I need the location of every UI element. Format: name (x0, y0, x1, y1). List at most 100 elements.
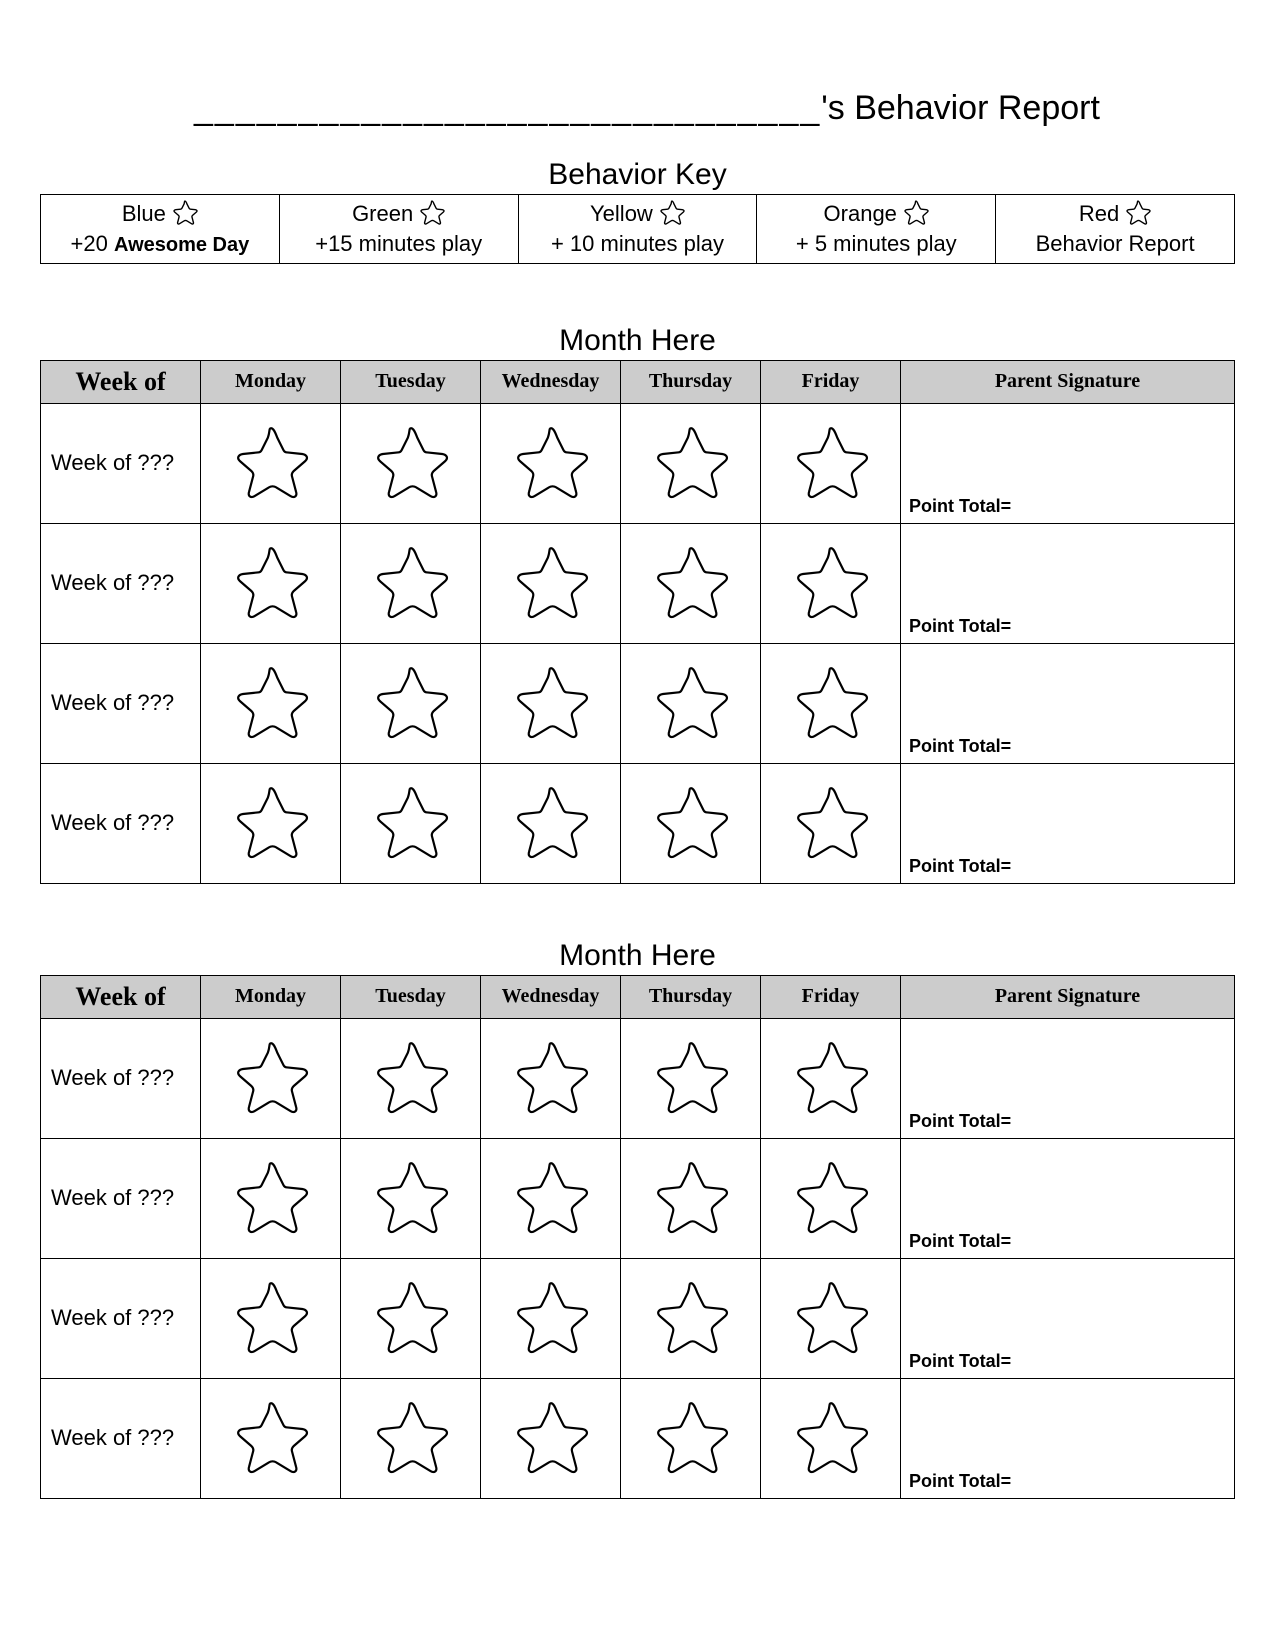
star-icon (792, 1037, 870, 1115)
star-icon (652, 542, 730, 620)
day-star-cell[interactable] (621, 1258, 761, 1378)
signature-cell[interactable]: Point Total= (901, 643, 1235, 763)
star-icon (792, 422, 870, 500)
behavior-key-cell: Red Behavior Report (996, 195, 1235, 264)
day-star-cell[interactable] (201, 403, 341, 523)
day-star-cell[interactable] (481, 1018, 621, 1138)
behavior-key-cell: Orange + 5 minutes play (757, 195, 996, 264)
day-star-cell[interactable] (481, 763, 621, 883)
day-star-cell[interactable] (761, 403, 901, 523)
header-day: Thursday (621, 360, 761, 403)
header-day: Wednesday (481, 975, 621, 1018)
key-color-label: Yellow (590, 201, 659, 226)
week-label-cell: Week of ??? (41, 1138, 201, 1258)
day-star-cell[interactable] (341, 403, 481, 523)
month-table: Week ofMondayTuesdayWednesdayThursdayFri… (40, 975, 1235, 1499)
day-star-cell[interactable] (761, 763, 901, 883)
star-icon (512, 542, 590, 620)
star-icon (903, 199, 929, 225)
header-day: Monday (201, 360, 341, 403)
day-star-cell[interactable] (341, 1138, 481, 1258)
day-star-cell[interactable] (341, 1018, 481, 1138)
month-table: Week ofMondayTuesdayWednesdayThursdayFri… (40, 360, 1235, 884)
point-total-label: Point Total= (909, 496, 1011, 516)
star-icon (419, 199, 445, 225)
signature-cell[interactable]: Point Total= (901, 1138, 1235, 1258)
star-icon (512, 782, 590, 860)
week-label-cell: Week of ??? (41, 1258, 201, 1378)
day-star-cell[interactable] (341, 523, 481, 643)
day-star-cell[interactable] (201, 763, 341, 883)
day-star-cell[interactable] (201, 523, 341, 643)
star-icon (372, 782, 450, 860)
key-color-row: Red (1002, 199, 1228, 229)
key-color-label: Green (352, 201, 419, 226)
star-icon (512, 1037, 590, 1115)
header-day: Friday (761, 360, 901, 403)
day-star-cell[interactable] (201, 643, 341, 763)
key-color-row: Orange (763, 199, 989, 229)
day-star-cell[interactable] (761, 523, 901, 643)
day-star-cell[interactable] (341, 643, 481, 763)
day-star-cell[interactable] (621, 763, 761, 883)
title-suffix: 's Behavior Report (821, 89, 1100, 127)
day-star-cell[interactable] (761, 1378, 901, 1498)
week-label-cell: Week of ??? (41, 523, 201, 643)
week-row: Week of ??? Point Total= (41, 1378, 1235, 1498)
behavior-key-heading: Behavior Key (40, 158, 1235, 192)
name-blank-line[interactable]: ______________________________ (194, 89, 821, 127)
star-icon (1125, 199, 1151, 225)
day-star-cell[interactable] (481, 1378, 621, 1498)
day-star-cell[interactable] (481, 643, 621, 763)
day-star-cell[interactable] (201, 1258, 341, 1378)
key-reward-label: + 10 minutes play (525, 229, 751, 259)
key-color-label: Orange (824, 201, 904, 226)
star-icon (172, 199, 198, 225)
header-day: Friday (761, 975, 901, 1018)
star-icon (512, 1277, 590, 1355)
day-star-cell[interactable] (341, 1258, 481, 1378)
day-star-cell[interactable] (201, 1138, 341, 1258)
day-star-cell[interactable] (621, 643, 761, 763)
day-star-cell[interactable] (481, 403, 621, 523)
day-star-cell[interactable] (621, 1138, 761, 1258)
key-reward-label: + 5 minutes play (763, 229, 989, 259)
week-row: Week of ??? Point Total= (41, 523, 1235, 643)
day-star-cell[interactable] (341, 1378, 481, 1498)
week-label-cell: Week of ??? (41, 763, 201, 883)
signature-cell[interactable]: Point Total= (901, 1378, 1235, 1498)
signature-cell[interactable]: Point Total= (901, 763, 1235, 883)
star-icon (372, 542, 450, 620)
day-star-cell[interactable] (481, 523, 621, 643)
point-total-label: Point Total= (909, 1231, 1011, 1251)
star-icon (232, 1037, 310, 1115)
star-icon (652, 1037, 730, 1115)
day-star-cell[interactable] (621, 523, 761, 643)
signature-cell[interactable]: Point Total= (901, 1018, 1235, 1138)
signature-cell[interactable]: Point Total= (901, 1258, 1235, 1378)
day-star-cell[interactable] (761, 1018, 901, 1138)
star-icon (232, 1157, 310, 1235)
day-star-cell[interactable] (761, 643, 901, 763)
behavior-key-row: Blue +20 Awesome DayGreen +15 minutes pl… (41, 195, 1235, 264)
star-icon (232, 1277, 310, 1355)
star-icon (372, 1277, 450, 1355)
signature-cell[interactable]: Point Total= (901, 403, 1235, 523)
point-total-label: Point Total= (909, 1351, 1011, 1371)
day-star-cell[interactable] (481, 1258, 621, 1378)
star-icon (792, 542, 870, 620)
day-star-cell[interactable] (341, 763, 481, 883)
page-title: ______________________________'s Behavio… (40, 50, 1235, 128)
day-star-cell[interactable] (761, 1138, 901, 1258)
day-star-cell[interactable] (201, 1018, 341, 1138)
star-icon (652, 1157, 730, 1235)
day-star-cell[interactable] (481, 1138, 621, 1258)
day-star-cell[interactable] (621, 403, 761, 523)
day-star-cell[interactable] (761, 1258, 901, 1378)
day-star-cell[interactable] (201, 1378, 341, 1498)
key-color-label: Red (1079, 201, 1125, 226)
signature-cell[interactable]: Point Total= (901, 523, 1235, 643)
star-icon (652, 782, 730, 860)
day-star-cell[interactable] (621, 1018, 761, 1138)
day-star-cell[interactable] (621, 1378, 761, 1498)
